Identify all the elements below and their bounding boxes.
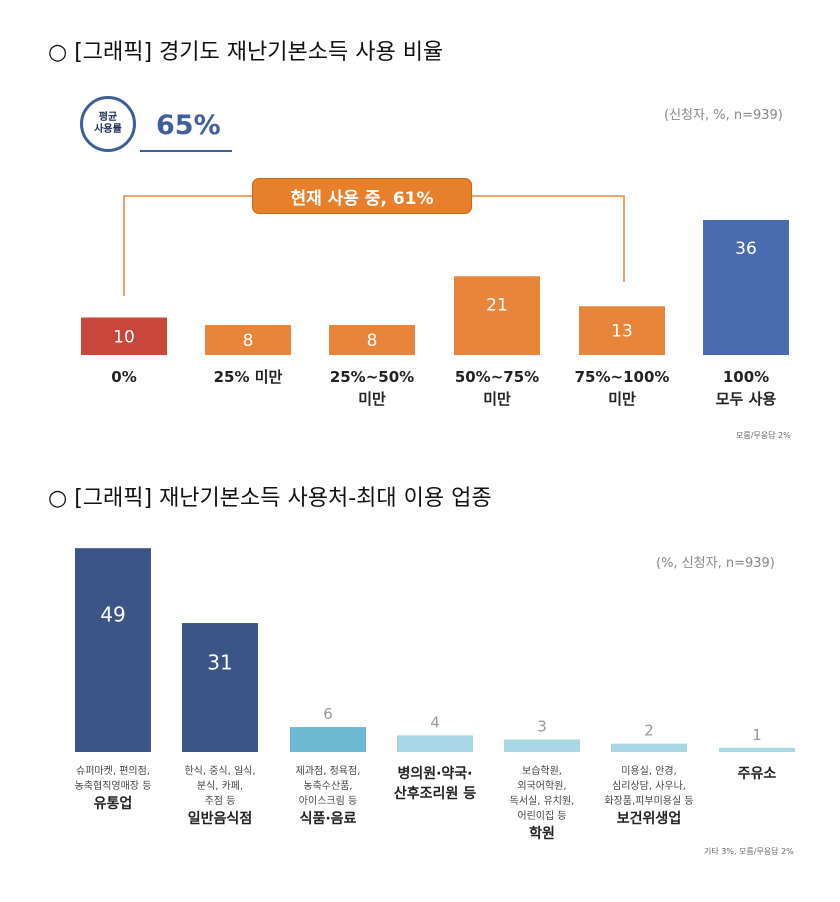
chart2-bar bbox=[290, 727, 366, 752]
average-badge-line2: 사용률 bbox=[94, 124, 122, 135]
chart2-bar bbox=[182, 623, 258, 752]
chart2-data-label: 2 bbox=[644, 722, 654, 740]
chart2-category-label: 병의원·약국· 산후조리원 등 bbox=[393, 766, 477, 802]
chart1-category-label: 0% bbox=[111, 368, 137, 386]
chart1-subtitle: (신청자, %, n=939) bbox=[664, 108, 783, 123]
chart1-title: ○ [그래픽] 경기도 재난기본소득 사용 비율 bbox=[48, 40, 444, 65]
current-use-bracket bbox=[123, 195, 252, 296]
chart2-category-label: 보습학원, 외국어학원, 독서실, 유치원, 어린이집 등 학원 bbox=[509, 766, 575, 842]
chart2-category-label: 미용실, 안경, 심리상담, 사우나, 화장품,피부미용실 등 보건위생업 bbox=[604, 766, 694, 827]
chart1-bar bbox=[205, 325, 291, 355]
chart1-footnote: 모름/무응답 2% bbox=[736, 431, 791, 440]
chart1-bar bbox=[703, 220, 789, 355]
chart2-category-label: 한식, 중식, 일식, 분식, 카페, 주점 등 일반음식점 bbox=[184, 766, 256, 827]
chart1-data-label: 36 bbox=[735, 239, 757, 259]
current-use-bracket-right bbox=[472, 195, 625, 282]
chart2-subtitle: (%, 신청자, n=939) bbox=[656, 556, 775, 571]
chart2-data-label: 49 bbox=[100, 603, 125, 627]
chart1-bar bbox=[81, 317, 167, 355]
chart1-category-label: 25%~50% 미만 bbox=[329, 368, 415, 408]
chart1-category-label: 100% 모두 사용 bbox=[715, 368, 777, 408]
chart1-data-label: 8 bbox=[367, 331, 378, 351]
chart2-bar bbox=[397, 735, 473, 752]
chart1-category-label: 50%~75% 미만 bbox=[454, 368, 540, 408]
chart2-data-label: 4 bbox=[430, 713, 440, 731]
chart1-bar bbox=[329, 325, 415, 355]
chart2-bar bbox=[611, 743, 687, 752]
average-underline bbox=[140, 150, 232, 152]
chart1-bar bbox=[454, 276, 540, 355]
chart2-footnote: 기타 3%, 모름/무응답 2% bbox=[704, 847, 794, 856]
current-use-label: 현재 사용 중, 61% bbox=[252, 178, 472, 214]
chart2-bar bbox=[504, 739, 580, 752]
chart2-category-label: 제과점, 정육점, 농축수산품, 아이스크림 등 식품·음료 bbox=[295, 766, 361, 827]
chart2-data-label: 3 bbox=[537, 718, 547, 736]
chart1-data-label: 21 bbox=[486, 295, 508, 315]
chart2-data-label: 31 bbox=[207, 650, 232, 674]
average-badge: 평균 사용률 bbox=[80, 96, 136, 152]
chart1-data-label: 13 bbox=[611, 322, 633, 342]
chart1-data-label: 8 bbox=[243, 331, 254, 351]
average-value: 65% bbox=[156, 110, 221, 141]
chart1-category-label: 75%~100% 미만 bbox=[574, 368, 670, 408]
chart2-bar bbox=[719, 747, 795, 752]
chart1-data-label: 10 bbox=[113, 327, 135, 347]
average-badge-line1: 평균 bbox=[98, 112, 118, 123]
chart2-data-label: 6 bbox=[323, 705, 333, 723]
chart2-bar bbox=[75, 548, 151, 752]
chart2-data-label: 1 bbox=[752, 726, 762, 744]
chart1-category-label: 25% 미만 bbox=[213, 368, 283, 386]
chart1-bar bbox=[579, 306, 665, 355]
chart2-title: ○ [그래픽] 재난기본소득 사용처-최대 이용 업종 bbox=[48, 486, 492, 511]
chart2-category-label: 슈퍼마켓, 편의점, 농축협직영매장 등 유통업 bbox=[74, 766, 152, 812]
chart2-category-label: 주유소 bbox=[737, 766, 777, 782]
